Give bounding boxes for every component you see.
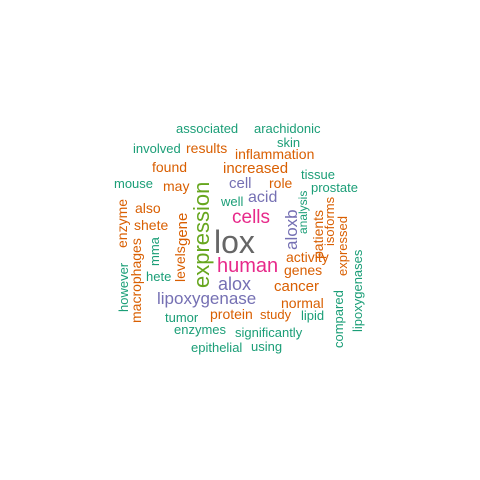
word-expression: expression xyxy=(189,181,214,288)
word-increased: increased xyxy=(223,160,289,177)
word-enzymes: enzymes xyxy=(174,322,227,337)
word-epithelial: epithelial xyxy=(191,340,243,355)
word-normal: normal xyxy=(281,295,324,311)
word-tumor: tumor xyxy=(165,310,199,325)
word-inflammation: inflammation xyxy=(235,146,315,162)
word-lipoxygenases: lipoxygenases xyxy=(350,249,365,332)
word-activity: activity xyxy=(286,249,329,265)
word-found: found xyxy=(152,159,188,175)
word-using: using xyxy=(251,339,283,354)
word-study: study xyxy=(260,307,292,322)
word-cancer: cancer xyxy=(274,278,320,295)
word-tissue: tissue xyxy=(301,167,335,182)
word-protein: protein xyxy=(210,306,253,322)
word-shete: shete xyxy=(134,217,169,233)
word-mma: mma xyxy=(147,237,162,266)
word-may: may xyxy=(163,178,190,194)
word-genes: genes xyxy=(284,262,323,278)
word-involved: involved xyxy=(133,141,181,156)
word-hete: hete xyxy=(146,269,172,284)
word-enzyme: enzyme xyxy=(114,198,130,248)
word-human: human xyxy=(217,255,279,277)
word-acid: acid xyxy=(248,189,278,206)
word-role: role xyxy=(269,175,293,191)
word-compared: compared xyxy=(331,290,346,348)
word-also: also xyxy=(135,200,161,216)
word-macrophages: macrophages xyxy=(128,238,144,323)
word-levels: levels xyxy=(172,246,188,282)
word-prostate: prostate xyxy=(311,180,358,195)
word-expressed: expressed xyxy=(335,216,350,276)
word-mouse: mouse xyxy=(114,176,154,191)
word-cells: cells xyxy=(232,207,271,228)
word-associated: associated xyxy=(176,121,239,136)
word-arachidonic: arachidonic xyxy=(254,121,321,136)
word-results: results xyxy=(186,140,228,156)
word-isoforms: isoforms xyxy=(322,196,337,246)
word-lipoxygenase: lipoxygenase xyxy=(157,289,257,308)
word-lipid: lipid xyxy=(301,308,325,323)
word-lox: lox xyxy=(214,224,255,260)
word-gene: gene xyxy=(174,212,191,246)
word-well: well xyxy=(221,194,244,209)
word-cell: cell xyxy=(229,175,252,192)
word-however: however xyxy=(116,262,131,312)
word-skin: skin xyxy=(277,135,301,150)
word-significantly: significantly xyxy=(235,325,303,340)
word-alox: alox xyxy=(218,274,252,294)
word-analysis: analysis xyxy=(296,190,310,234)
